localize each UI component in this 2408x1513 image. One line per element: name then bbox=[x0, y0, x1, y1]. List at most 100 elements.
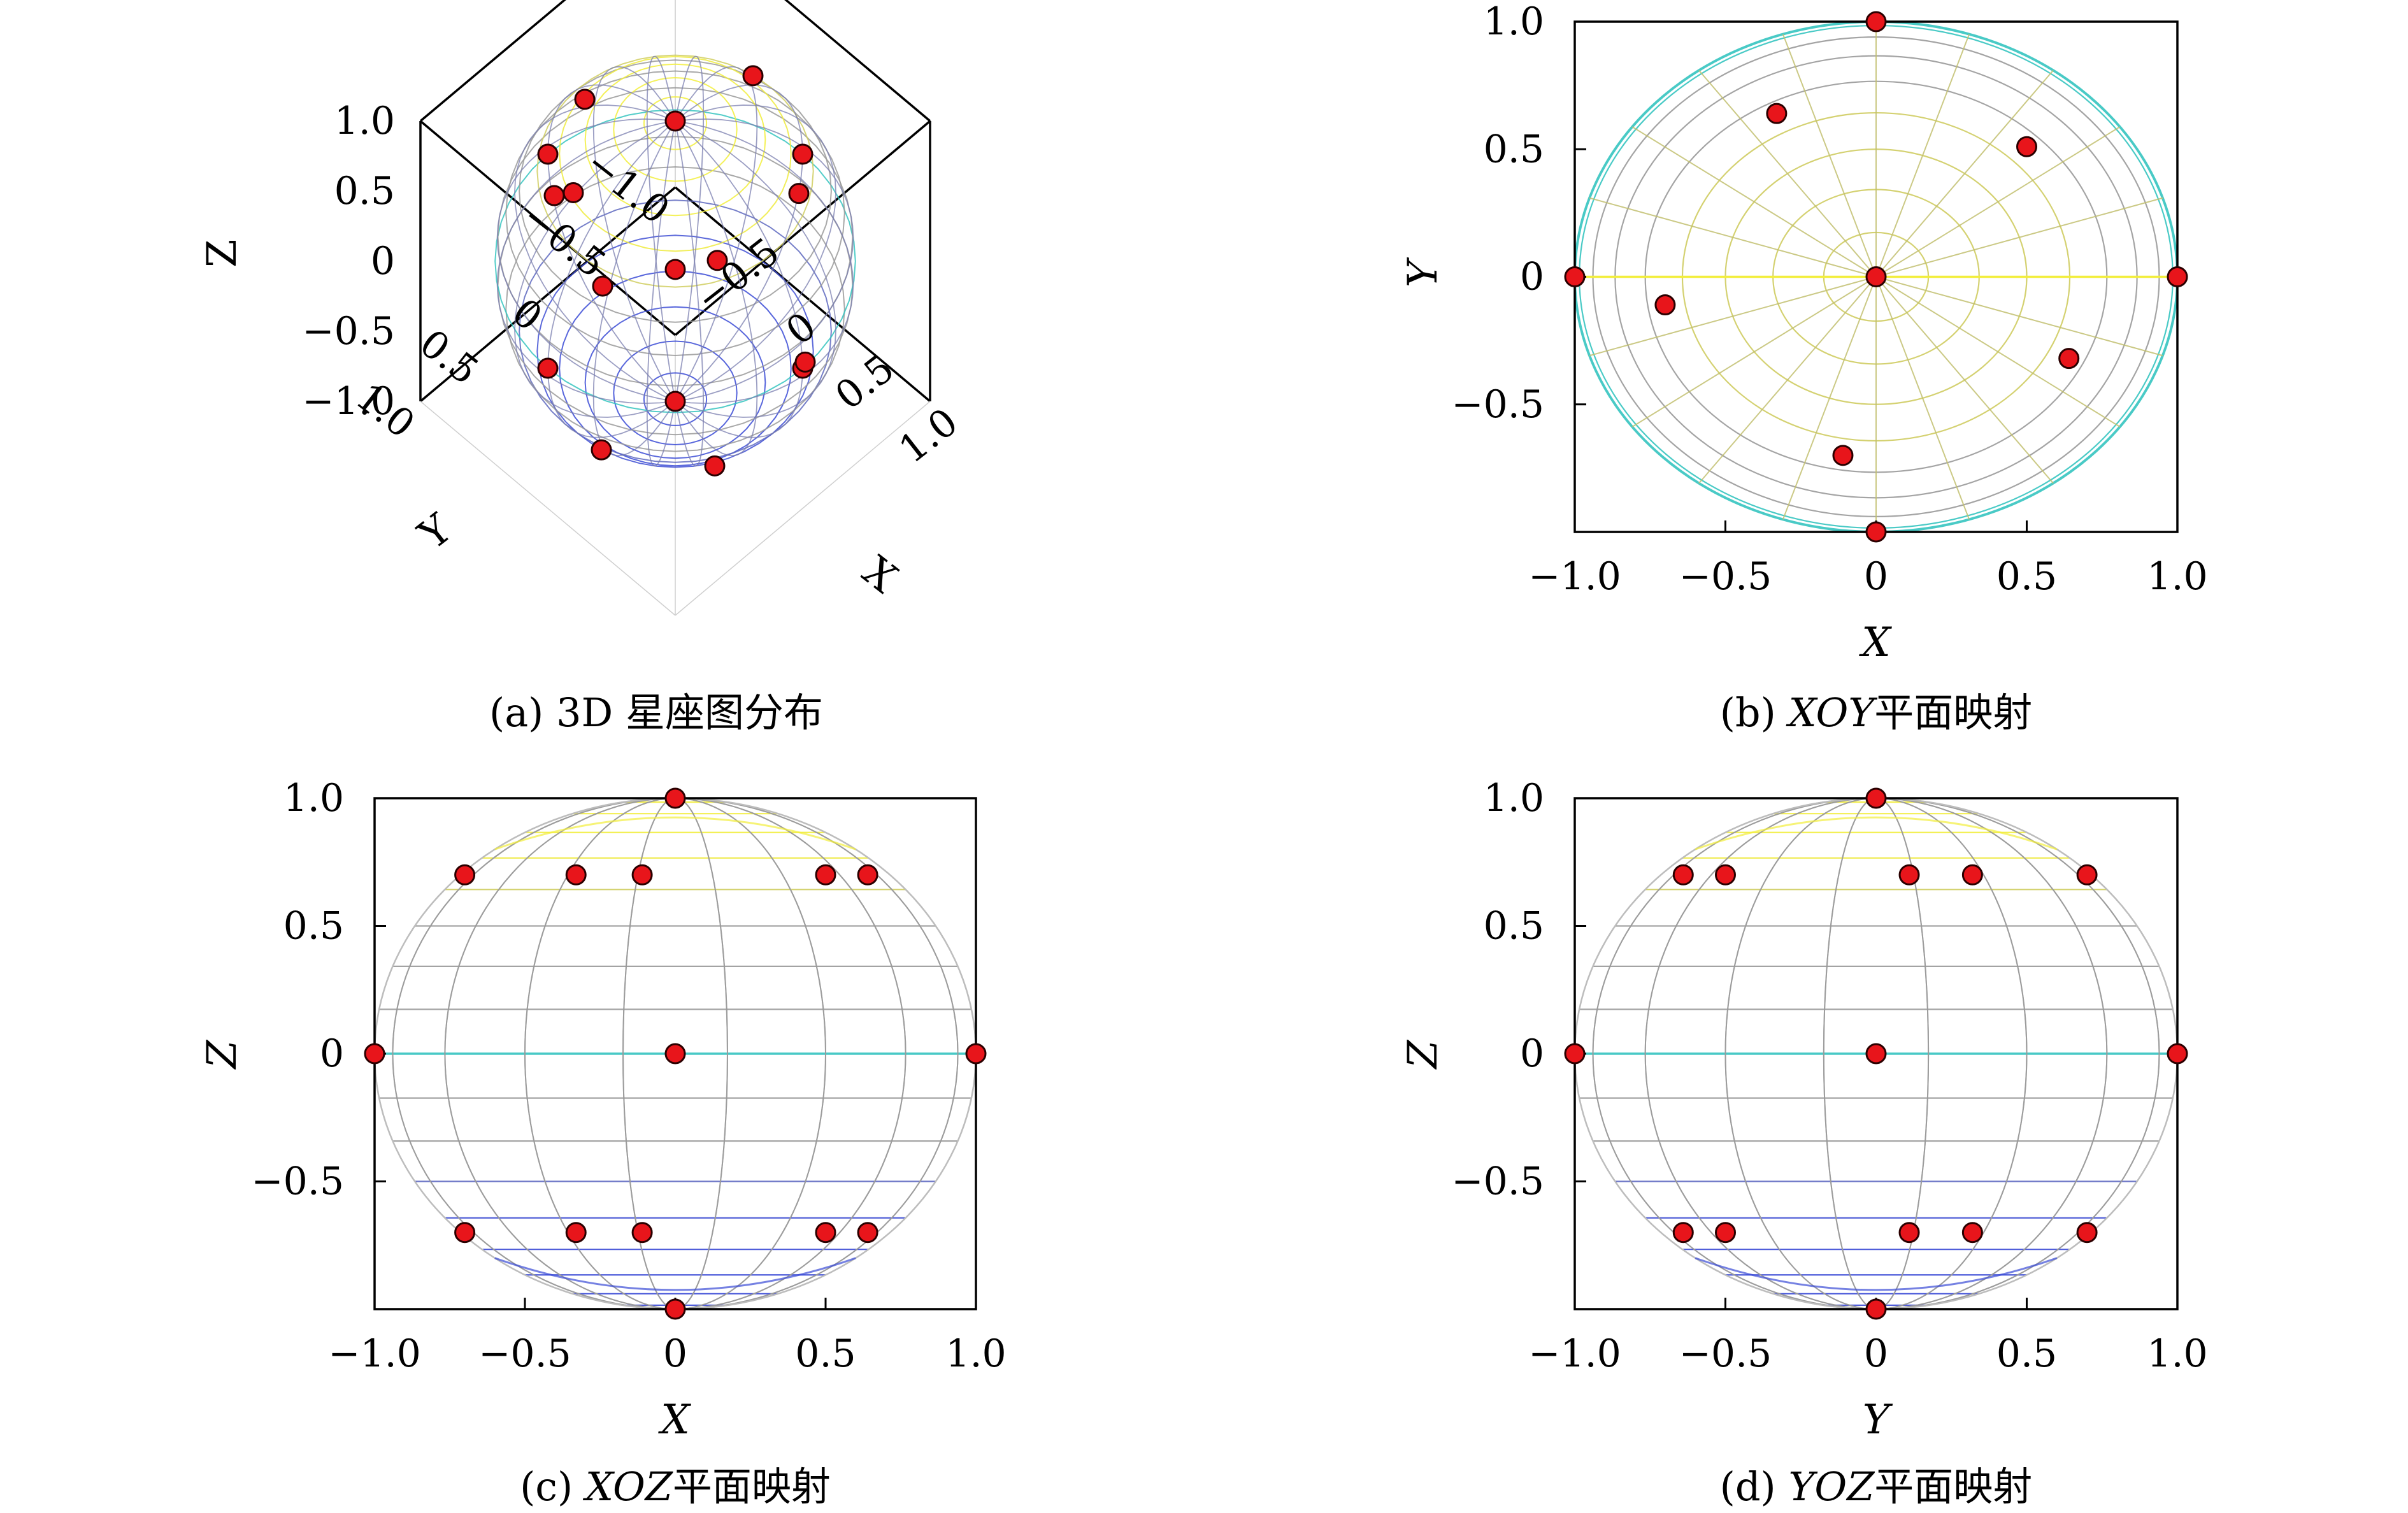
data-point bbox=[664, 1043, 686, 1065]
y-tick-label: 0 bbox=[1520, 1031, 1544, 1076]
data-point bbox=[1715, 1222, 1736, 1244]
data-point bbox=[1865, 1043, 1887, 1065]
meridian-line bbox=[496, 118, 676, 402]
x-axis-label: X bbox=[1858, 619, 1892, 666]
panel-xoy-projection: X Y (b) XOY平面映射 −1.0 −0.5 0 0.5 1.0 −0.5 0 0.5 1… bbox=[1400, 0, 2208, 736]
y-tick-label: 0.5 bbox=[283, 904, 344, 949]
data-point bbox=[664, 110, 686, 132]
meridian-line bbox=[1631, 276, 1877, 427]
x-tick-label: 0 bbox=[778, 304, 824, 354]
x-axis-label: X bbox=[854, 547, 906, 603]
z-tick-label: −1.0 bbox=[302, 379, 395, 424]
meridian-line bbox=[1782, 34, 1877, 277]
data-point bbox=[574, 89, 596, 110]
data-point bbox=[537, 143, 559, 165]
box-edge bbox=[674, 186, 931, 403]
caption-d: (d) YOZ平面映射 bbox=[1720, 1463, 2033, 1510]
top-cap-arc bbox=[494, 816, 856, 850]
x-tick-label: 0.5 bbox=[828, 346, 903, 419]
data-point bbox=[792, 143, 813, 165]
data-point bbox=[563, 182, 584, 203]
caption-c: (c) XOZ平面映射 bbox=[520, 1463, 831, 1510]
meridian-line bbox=[514, 120, 676, 418]
box-edge bbox=[674, 120, 931, 336]
x-tick-label: −0.5 bbox=[1679, 1331, 1772, 1376]
x-tick-label: 0.5 bbox=[1996, 554, 2057, 599]
data-point bbox=[2167, 266, 2188, 287]
meridian-line bbox=[675, 55, 705, 402]
data-point bbox=[1865, 266, 1887, 287]
data-point bbox=[2167, 1043, 2188, 1065]
x-tick-label: 0.5 bbox=[1996, 1331, 2057, 1376]
box-edge bbox=[419, 120, 677, 336]
x-tick-label: −1.0 bbox=[1528, 554, 1621, 599]
data-point bbox=[664, 391, 686, 412]
x-tick-label: 1.0 bbox=[2147, 1331, 2207, 1376]
meridian-line bbox=[1589, 197, 1877, 278]
y-tick-label: 1.0 bbox=[1484, 776, 1544, 821]
data-point bbox=[857, 864, 878, 886]
data-point bbox=[631, 1222, 653, 1244]
data-point bbox=[794, 351, 816, 373]
y-axis-label: Y bbox=[1400, 257, 1447, 287]
data-point bbox=[1865, 11, 1887, 32]
y-tick-label: 0 bbox=[320, 1031, 344, 1076]
data-point bbox=[591, 439, 612, 461]
data-point bbox=[965, 1043, 987, 1065]
data-point bbox=[1961, 864, 1983, 886]
data-point bbox=[704, 455, 726, 477]
top-cap-arc bbox=[1695, 816, 2058, 850]
y-axis-label: Z bbox=[1400, 1039, 1447, 1070]
data-point bbox=[454, 1222, 476, 1244]
z-tick-label: 0 bbox=[371, 239, 395, 283]
meridian-line bbox=[1875, 276, 2163, 357]
data-point bbox=[592, 275, 613, 297]
back-edge bbox=[675, 401, 931, 616]
meridian-line bbox=[1875, 126, 2121, 278]
meridian-line bbox=[496, 120, 676, 405]
x-tick-label: −0.5 bbox=[1679, 554, 1772, 599]
data-points bbox=[1564, 787, 2188, 1320]
data-point bbox=[1898, 864, 1920, 886]
meridian-line bbox=[1589, 276, 1877, 357]
z-tick-label: 0.5 bbox=[334, 169, 395, 213]
data-point bbox=[664, 787, 686, 809]
y-tick-label: 0.5 bbox=[1484, 904, 1544, 949]
meridian-line bbox=[1875, 69, 2054, 278]
data-point bbox=[2076, 1222, 2098, 1244]
data-point bbox=[1672, 1222, 1694, 1244]
y-tick-label: 0.5 bbox=[412, 321, 487, 394]
panel-xoz-projection: X Z (c) XOZ平面映射 −1.0 −0.5 0 0.5 1.0 −0.5 0 0.5 1… bbox=[199, 776, 1007, 1510]
y-tick-label: −0.5 bbox=[1451, 382, 1544, 427]
meridian-line bbox=[1698, 276, 1877, 484]
y-tick-label: 1.0 bbox=[283, 776, 344, 821]
meridian-line bbox=[1875, 276, 2121, 427]
data-point bbox=[1564, 1043, 1586, 1065]
meridian-line bbox=[646, 120, 676, 467]
3d-tick-labels: 1.00.50−0.5−1.01.00.50−0.5−1.0−0.500.51.… bbox=[302, 99, 966, 472]
back-edge bbox=[420, 401, 676, 616]
box-edge bbox=[784, 0, 931, 122]
y-tick-label: 1.0 bbox=[1484, 0, 1544, 44]
data-point bbox=[664, 1298, 686, 1320]
meridian-line bbox=[675, 120, 836, 418]
x-axis-label: Y bbox=[1863, 1396, 1893, 1444]
bottom-cap-arc bbox=[494, 1257, 856, 1291]
panel-3d-constellation: 1.00.50−0.5−1.01.00.50−0.5−1.0−0.500.51.… bbox=[199, 0, 966, 736]
data-point bbox=[565, 864, 587, 886]
x-tick-label: 1.0 bbox=[2147, 554, 2207, 599]
data-point bbox=[1564, 266, 1586, 287]
data-point bbox=[1654, 294, 1676, 316]
x-tick-label: −0.5 bbox=[478, 1331, 571, 1376]
x-tick-label: 0.5 bbox=[795, 1331, 856, 1376]
data-point bbox=[1865, 1298, 1887, 1320]
data-point bbox=[1672, 864, 1694, 886]
y-tick-label: −0.5 bbox=[1451, 1159, 1544, 1204]
3d-axes-box bbox=[419, 0, 931, 616]
x-tick-label: 1.0 bbox=[891, 399, 966, 472]
data-point bbox=[857, 1222, 878, 1244]
meridian-line bbox=[592, 66, 676, 402]
data-point bbox=[664, 259, 686, 280]
y-axis-label: Z bbox=[199, 1039, 246, 1070]
x-tick-label: 1.0 bbox=[945, 1331, 1006, 1376]
